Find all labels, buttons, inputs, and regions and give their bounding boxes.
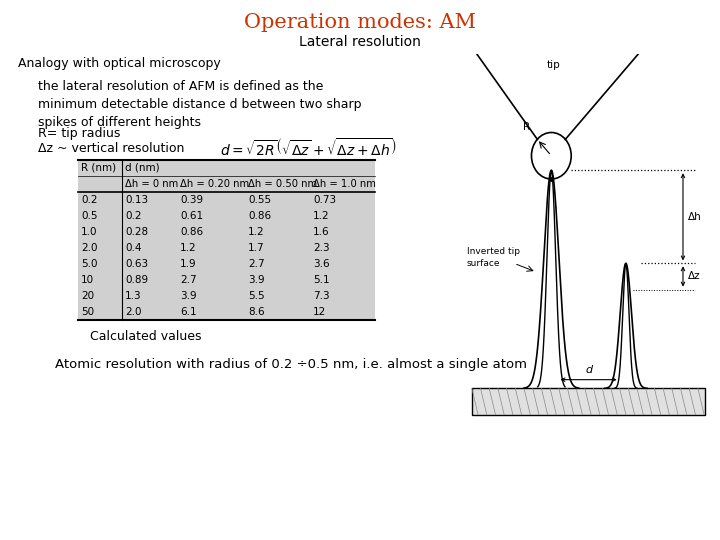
Bar [472, 388, 706, 415]
Text: 8.6: 8.6 [248, 307, 265, 317]
Text: Calculated values: Calculated values [90, 330, 202, 343]
Text: R= tip radius: R= tip radius [38, 127, 120, 140]
Text: Δz: Δz [688, 272, 701, 281]
Text: 2.3: 2.3 [313, 243, 330, 253]
Text: 1.3: 1.3 [125, 291, 142, 301]
Text: R (nm): R (nm) [81, 163, 116, 173]
Text: Operation modes: AM: Operation modes: AM [244, 13, 476, 32]
Text: 1.2: 1.2 [313, 211, 330, 221]
Text: R: R [523, 122, 530, 132]
Text: 0.73: 0.73 [313, 195, 336, 205]
Text: 5.1: 5.1 [313, 275, 330, 285]
Text: 1.9: 1.9 [180, 259, 197, 269]
Text: 0.63: 0.63 [125, 259, 148, 269]
Text: the lateral resolution of AFM is defined as the
minimum detectable distance d be: the lateral resolution of AFM is defined… [38, 80, 361, 129]
Text: 5.0: 5.0 [81, 259, 97, 269]
Text: 1.2: 1.2 [180, 243, 197, 253]
Text: 1.2: 1.2 [248, 227, 265, 237]
Text: 0.39: 0.39 [180, 195, 203, 205]
Text: 0.2: 0.2 [81, 195, 97, 205]
Text: 2.0: 2.0 [125, 307, 142, 317]
Text: 5.5: 5.5 [248, 291, 265, 301]
Text: 0.28: 0.28 [125, 227, 148, 237]
Text: 2.0: 2.0 [81, 243, 97, 253]
Text: Analogy with optical microscopy: Analogy with optical microscopy [18, 57, 221, 70]
Text: 12: 12 [313, 307, 326, 317]
Text: Δh = 0.20 nm: Δh = 0.20 nm [180, 179, 249, 189]
Text: 0.55: 0.55 [248, 195, 271, 205]
Text: 1.6: 1.6 [313, 227, 330, 237]
Text: 6.1: 6.1 [180, 307, 197, 317]
Text: 3.9: 3.9 [180, 291, 197, 301]
Text: 3.9: 3.9 [248, 275, 265, 285]
Text: 7.3: 7.3 [313, 291, 330, 301]
Text: Δh = 1.0 nm: Δh = 1.0 nm [313, 179, 376, 189]
Text: 0.61: 0.61 [180, 211, 203, 221]
Text: Lateral resolution: Lateral resolution [299, 35, 421, 49]
Text: 0.5: 0.5 [81, 211, 97, 221]
Text: Δh = 0.50 nm: Δh = 0.50 nm [248, 179, 317, 189]
Text: 0.89: 0.89 [125, 275, 148, 285]
Text: 2.7: 2.7 [248, 259, 265, 269]
Text: 0.86: 0.86 [248, 211, 271, 221]
Text: $d = \sqrt{2R}\left(\sqrt{\Delta z} + \sqrt{\Delta z + \Delta h}\right)$: $d = \sqrt{2R}\left(\sqrt{\Delta z} + \s… [220, 138, 397, 159]
Text: 20: 20 [81, 291, 94, 301]
Text: 2.7: 2.7 [180, 275, 197, 285]
Text: 1.0: 1.0 [81, 227, 97, 237]
Text: d (nm): d (nm) [125, 163, 160, 173]
Text: Δh = 0 nm: Δh = 0 nm [125, 179, 179, 189]
Text: 0.2: 0.2 [125, 211, 142, 221]
Text: Δh: Δh [688, 212, 702, 222]
Text: tip: tip [547, 60, 561, 70]
Bar [78, 160, 375, 320]
Text: Inverted tip
surface: Inverted tip surface [467, 247, 520, 268]
Text: Atomic resolution with radius of 0.2 ÷0.5 nm, i.e. almost a single atom: Atomic resolution with radius of 0.2 ÷0.… [55, 358, 527, 371]
Text: Δz ~ vertical resolution: Δz ~ vertical resolution [38, 142, 184, 155]
Text: 0.13: 0.13 [125, 195, 148, 205]
Text: 0.4: 0.4 [125, 243, 142, 253]
Text: 1.7: 1.7 [248, 243, 265, 253]
Text: 0.86: 0.86 [180, 227, 203, 237]
Text: d: d [585, 365, 592, 375]
Text: 50: 50 [81, 307, 94, 317]
Text: 3.6: 3.6 [313, 259, 330, 269]
Text: 10: 10 [81, 275, 94, 285]
